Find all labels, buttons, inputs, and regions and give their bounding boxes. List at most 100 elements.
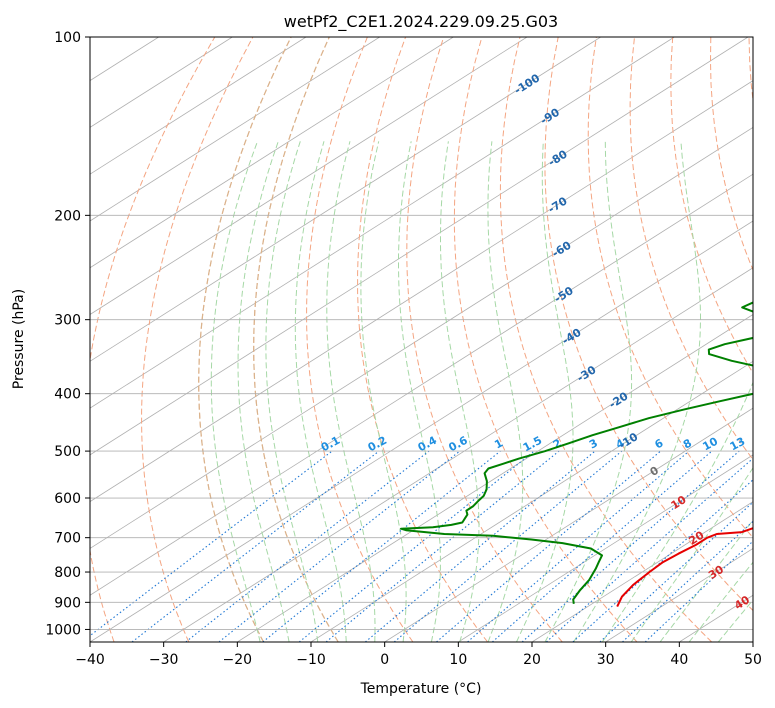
isotherm-line: [752, 641, 753, 642]
dry-adiabat: [406, 37, 563, 642]
y-tick-label: 1000: [45, 622, 81, 638]
mixing-ratio-line: [185, 450, 430, 642]
dry-adiabat: [544, 37, 753, 612]
x-axis: −40 −30 −20 −10 0 10 20 30 40 50: [75, 642, 762, 668]
isotherm-line: [679, 594, 753, 642]
isotherm-line: [90, 126, 753, 549]
mixing-ratio-line: [644, 540, 753, 642]
dewpoint-profile-line: [400, 301, 753, 604]
x-tick-label: 50: [744, 652, 762, 668]
mixing-ratio-label: 6: [653, 436, 666, 451]
isotherm-label: -90: [538, 106, 562, 128]
isotherm-label: -100: [512, 71, 542, 97]
isotherm-line: [90, 37, 528, 316]
isotherm-line: [0, 37, 11, 642]
dry-adiabat-extra: [198, 37, 292, 642]
dry-adiabat: [141, 37, 254, 642]
chart-title: wetPf2_C2E1.2024.229.09.25.G03: [284, 12, 558, 32]
y-tick-label: 600: [54, 491, 81, 507]
mixing-ratio-line: [393, 450, 623, 642]
isotherm-line: [531, 501, 753, 642]
moist-adiabat: [659, 519, 753, 642]
mixing-ratio-line: [298, 450, 535, 642]
isotherm-line: [90, 37, 601, 362]
isotherm-line: [90, 80, 753, 503]
x-tick-label: 10: [449, 652, 467, 668]
moist-adiabat: [544, 141, 633, 642]
temperature-profile-line: [616, 527, 753, 608]
mixing-ratio-line: [491, 450, 713, 642]
isotherm-label: -20: [607, 389, 631, 411]
background-lines: [0, 37, 753, 642]
moist-adiabat: [210, 141, 261, 642]
y-tick-label: 700: [54, 531, 81, 547]
y-tick-label: 800: [54, 565, 81, 581]
y-tick-label: 300: [54, 313, 81, 329]
dry-adiabat-extra: [253, 37, 339, 642]
x-tick-label: −30: [149, 652, 179, 668]
moist-adiabat: [398, 141, 441, 642]
isotherm-line: [90, 37, 380, 222]
isotherm-line: [310, 360, 753, 642]
x-tick-label: −10: [296, 652, 326, 668]
moist-adiabat: [717, 599, 753, 642]
mixing-ratio-line: [364, 450, 596, 642]
isotherm-label: 40: [732, 593, 752, 612]
mixing-ratio-label: 3: [587, 436, 600, 451]
isotherm-line: [90, 37, 307, 175]
mixing-ratio-line: [90, 450, 333, 637]
dry-adiabat: [670, 37, 753, 375]
moist-adiabat: [326, 141, 376, 642]
isotherm-line: [90, 173, 753, 596]
moist-adiabat: [601, 381, 753, 642]
y-tick-label: 200: [54, 208, 81, 224]
moist-adiabat: [294, 141, 347, 642]
x-tick-label: 40: [670, 652, 688, 668]
mixing-ratio-label: 8: [681, 436, 694, 451]
moist-adiabat: [516, 141, 574, 642]
y-axis: 100 200 300 400 500 600 700 800 900 1000: [45, 30, 90, 638]
x-tick-label: −40: [75, 652, 105, 668]
mixing-ratio-label: 13: [728, 435, 748, 454]
x-tick-label: 20: [523, 652, 541, 668]
y-tick-label: 900: [54, 595, 81, 611]
profile-lines: [400, 301, 753, 608]
isotherm-label: -50: [552, 284, 576, 306]
isotherm-label: -60: [550, 238, 574, 260]
isotherm-line: [90, 37, 454, 269]
isotherm-label: 30: [706, 563, 726, 582]
mixing-ratio-label: 10: [700, 435, 720, 454]
isotherm-line: [90, 37, 675, 409]
isotherm-label: -80: [546, 147, 570, 169]
isotherm-line: [163, 267, 753, 642]
y-tick-label: 100: [54, 30, 81, 46]
isotherm-label: -40: [560, 326, 584, 348]
isotherm-line: [90, 220, 753, 642]
x-tick-label: −20: [223, 652, 253, 668]
moist-adiabat: [265, 141, 319, 642]
isotherm-label: 10: [669, 493, 689, 512]
mixing-ratio-line: [436, 450, 661, 642]
y-axis-label: Pressure (hPa): [11, 289, 27, 389]
moist-adiabat: [440, 141, 480, 642]
moist-adiabat: [360, 141, 407, 642]
isotherm-line: [458, 454, 753, 642]
moist-adiabat: [487, 141, 524, 642]
mixing-ratio-line: [325, 450, 560, 642]
mixing-ratio-line: [262, 450, 501, 642]
mixing-ratio-line: [131, 450, 380, 642]
moist-adiabat: [573, 141, 701, 642]
mixing-ratio-line: [218, 450, 461, 642]
moist-adiabat: [688, 561, 753, 642]
y-tick-label: 400: [54, 387, 81, 403]
isotherm-label: -30: [575, 363, 599, 385]
dry-adiabat: [90, 37, 216, 642]
x-axis-label: Temperature (°C): [360, 681, 482, 697]
dry-adiabat: [453, 37, 638, 642]
x-tick-label: 30: [597, 652, 615, 668]
isotherm-line: [237, 314, 753, 642]
mixing-ratio-label: 1: [492, 436, 505, 451]
x-tick-label: 0: [380, 652, 389, 668]
isotherm-line: [384, 407, 753, 642]
moist-adiabat: [237, 141, 290, 642]
